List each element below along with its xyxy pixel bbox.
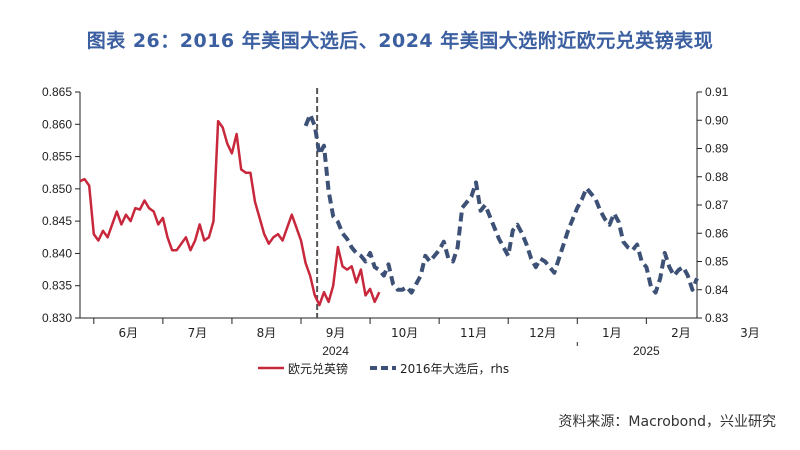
- year-label: 2024: [322, 344, 349, 358]
- month-label: 12月: [529, 326, 556, 340]
- right-tick-label: 0.84: [705, 283, 729, 297]
- month-label: 7月: [188, 326, 208, 340]
- right-tick-label: 0.90: [705, 113, 729, 127]
- right-tick-label: 0.86: [705, 226, 729, 240]
- month-label: 8月: [257, 326, 277, 340]
- chart-title: 图表 26：2016 年美国大选后、2024 年美国大选附近欧元兑英镑表现: [86, 30, 714, 52]
- right-tick-label: 0.85: [705, 255, 729, 269]
- year-label: 2025: [633, 344, 660, 358]
- left-tick-label: 0.845: [42, 214, 72, 228]
- month-label: 1月: [602, 326, 622, 340]
- right-tick-label: 0.89: [705, 142, 729, 156]
- month-label: 11月: [460, 326, 487, 340]
- series-line-eurgbp: [79, 119, 381, 307]
- source-note: 资料来源：Macrobond，兴业研究: [558, 414, 776, 430]
- right-tick-label: 0.83: [705, 311, 729, 325]
- left-tick-label: 0.850: [42, 182, 72, 196]
- month-label: 9月: [326, 326, 346, 340]
- month-label: 2月: [671, 326, 691, 340]
- right-tick-label: 0.91: [705, 85, 729, 99]
- left-tick-label: 0.865: [42, 85, 72, 99]
- legend-label-eurgbp: 欧元兑英镑: [288, 361, 348, 376]
- left-tick-label: 0.855: [42, 150, 72, 164]
- right-tick-label: 0.87: [705, 198, 729, 212]
- month-label: 3月: [740, 326, 760, 340]
- left-tick-label: 0.835: [42, 279, 72, 293]
- left-tick-label: 0.830: [42, 311, 72, 325]
- legend-label-2016-rhs: 2016年大选后，rhs: [400, 362, 509, 376]
- month-label: 10月: [391, 326, 418, 340]
- series-line-2016-rhs: [303, 112, 699, 295]
- month-label: 6月: [119, 326, 139, 340]
- left-tick-label: 0.840: [42, 246, 72, 260]
- left-tick-label: 0.860: [42, 117, 72, 131]
- right-tick-label: 0.88: [705, 170, 729, 184]
